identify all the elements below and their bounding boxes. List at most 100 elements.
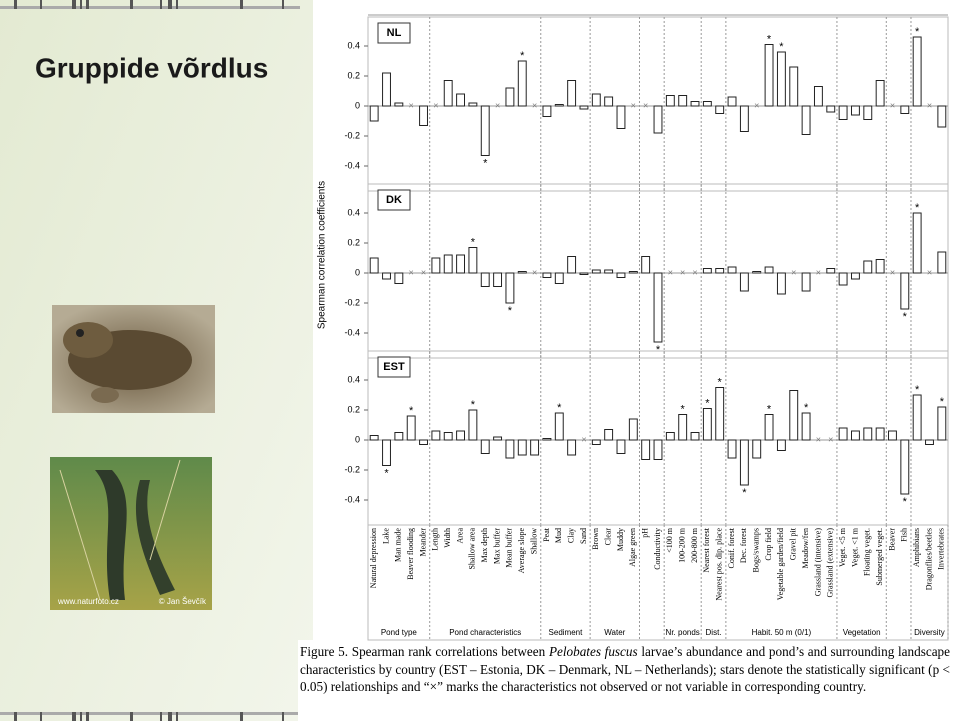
bar bbox=[702, 101, 712, 107]
bar bbox=[826, 268, 836, 274]
y-tick-label: -0.2 bbox=[344, 464, 360, 474]
x-tick-label: pH bbox=[640, 528, 649, 538]
group-label: Pond type bbox=[381, 628, 418, 637]
bar bbox=[900, 272, 910, 310]
x-tick-label: Invertebrates bbox=[937, 528, 946, 570]
bar bbox=[505, 439, 515, 459]
x-tick-label: Beaver flooding bbox=[406, 528, 415, 580]
null-marker: × bbox=[421, 267, 426, 277]
null-marker: × bbox=[927, 267, 932, 277]
null-marker: × bbox=[692, 267, 697, 277]
bar bbox=[628, 418, 638, 441]
null-marker: × bbox=[643, 100, 648, 110]
x-tick-label: Shallow bbox=[529, 528, 538, 554]
bar bbox=[579, 105, 589, 110]
top-stripes bbox=[0, 0, 300, 9]
bar bbox=[764, 414, 774, 441]
group-label: Sediment bbox=[549, 628, 584, 637]
y-tick-label: -0.4 bbox=[344, 327, 360, 337]
bar bbox=[419, 439, 428, 445]
x-tick-label: Amphibians bbox=[912, 528, 921, 567]
bar bbox=[863, 427, 873, 441]
significance-star: * bbox=[520, 50, 525, 62]
bar bbox=[739, 272, 749, 292]
x-tick-label: Man made bbox=[394, 528, 403, 562]
bar bbox=[382, 72, 391, 107]
significance-star: * bbox=[508, 305, 513, 317]
bar bbox=[727, 266, 737, 274]
bar bbox=[801, 412, 811, 441]
x-tick-label: Grassland (extensive) bbox=[826, 528, 835, 598]
group-label: Vegetation bbox=[843, 628, 881, 637]
bar bbox=[369, 257, 379, 274]
bar bbox=[616, 272, 626, 278]
y-tick-label: -0.2 bbox=[344, 297, 360, 307]
bar bbox=[443, 432, 453, 441]
bar bbox=[937, 251, 947, 274]
x-tick-label: Floating veget. bbox=[863, 528, 872, 576]
bar bbox=[826, 105, 836, 113]
bar bbox=[443, 80, 453, 107]
bar bbox=[604, 96, 614, 107]
significance-star: * bbox=[915, 202, 920, 214]
bar bbox=[369, 435, 379, 441]
bar bbox=[678, 414, 688, 441]
y-tick-label: 0.2 bbox=[347, 237, 360, 247]
panel-frame bbox=[367, 183, 949, 359]
bar bbox=[517, 60, 527, 107]
x-tick-label: Veget. <5 m bbox=[838, 527, 847, 567]
bar bbox=[443, 254, 453, 274]
slide-title: Gruppide võrdlus bbox=[35, 52, 268, 83]
x-tick-label: Algae green bbox=[628, 528, 637, 567]
x-tick-label: Meander bbox=[418, 528, 427, 557]
caption-text: larvae’s abundance and pond’s and surrou… bbox=[300, 644, 950, 695]
bar bbox=[567, 439, 577, 456]
bar bbox=[604, 429, 614, 441]
bar bbox=[875, 259, 885, 274]
group-label: Nr. ponds bbox=[666, 628, 700, 637]
x-tick-label: Mean buffer bbox=[505, 528, 514, 568]
bar bbox=[641, 439, 651, 460]
null-marker: × bbox=[409, 267, 414, 277]
bar bbox=[752, 271, 762, 274]
y-tick-label: 0.4 bbox=[347, 40, 360, 50]
x-tick-label: Lake bbox=[381, 528, 390, 544]
y-tick-label: 0.2 bbox=[347, 70, 360, 80]
bar bbox=[900, 105, 910, 114]
bar bbox=[789, 390, 799, 441]
bar bbox=[776, 439, 786, 451]
bar bbox=[505, 87, 515, 107]
bar bbox=[480, 439, 490, 454]
x-tick-label: Vegetable garden/field bbox=[776, 528, 785, 600]
bar bbox=[702, 408, 712, 441]
photo-credit: www.naturfoto.cz bbox=[57, 597, 119, 606]
bar bbox=[394, 102, 404, 107]
group-label: Diversity bbox=[914, 628, 945, 637]
significance-star: * bbox=[767, 403, 772, 415]
bar bbox=[875, 80, 885, 107]
null-marker: × bbox=[754, 100, 759, 110]
bar bbox=[850, 430, 860, 441]
bar bbox=[727, 96, 737, 107]
bar bbox=[641, 256, 651, 274]
null-marker: × bbox=[816, 434, 821, 444]
bar bbox=[912, 212, 922, 274]
x-tick-label: Fish bbox=[900, 528, 909, 542]
bar bbox=[653, 439, 663, 460]
bar bbox=[752, 439, 762, 459]
bar bbox=[517, 271, 527, 274]
bar bbox=[369, 105, 379, 122]
panel-label: DK bbox=[386, 194, 402, 206]
bar bbox=[801, 272, 811, 292]
x-tick-label: Average slope bbox=[517, 528, 526, 574]
bar bbox=[702, 268, 712, 274]
bar bbox=[850, 105, 860, 116]
spawn-photo: www.naturfoto.cz © Jan Ševčík bbox=[50, 457, 212, 610]
bar bbox=[715, 387, 725, 441]
bar bbox=[764, 44, 774, 107]
x-tick-label: 100-200 m bbox=[678, 527, 687, 563]
bar bbox=[480, 272, 490, 287]
bar bbox=[517, 439, 527, 456]
figure-caption: Figure 5. Spearman rank correlations bet… bbox=[300, 643, 950, 696]
